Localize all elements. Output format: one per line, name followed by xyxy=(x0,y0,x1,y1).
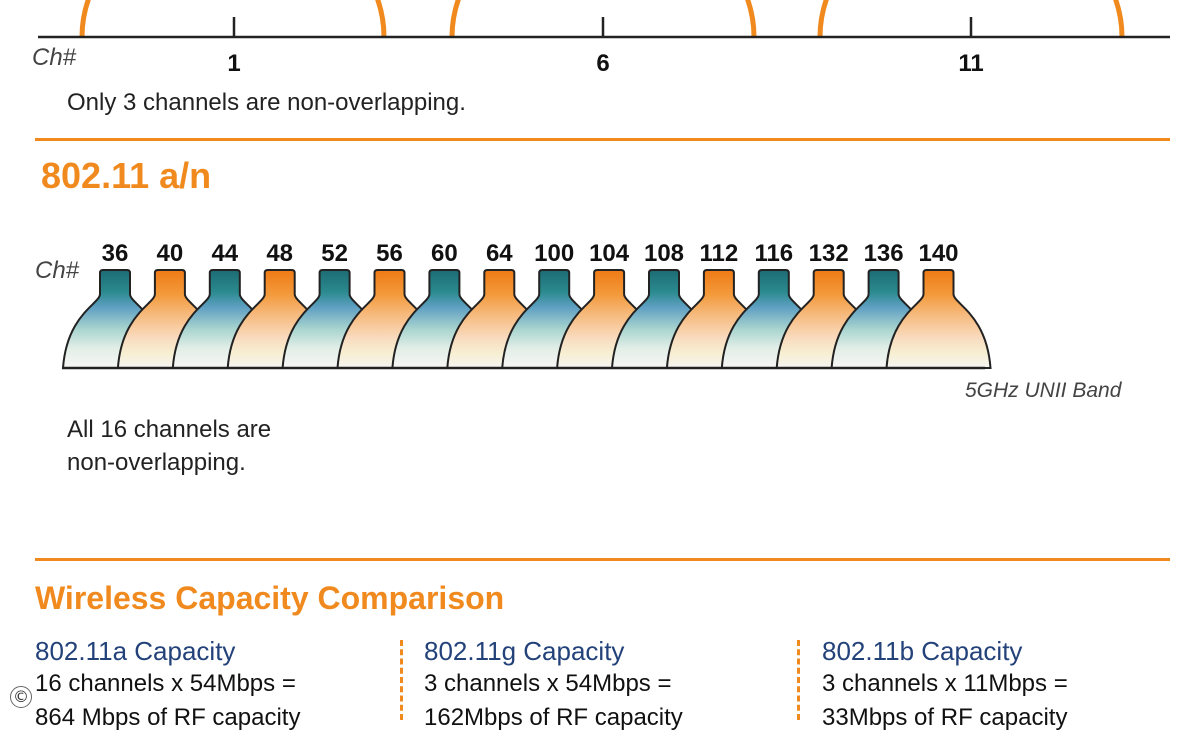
an-channel-40-label: 40 xyxy=(156,240,184,267)
copyright-badge: © xyxy=(10,686,32,708)
an-channel-bells xyxy=(61,269,992,370)
bg-channel-6-label: 6 xyxy=(596,50,610,77)
an-channel-112-label: 112 xyxy=(699,240,739,267)
section-divider-1 xyxy=(35,138,1170,141)
capacity-a-title: 802.11a Capacity xyxy=(35,636,236,666)
capacity-g-line2: 162Mbps of RF capacity xyxy=(424,704,683,731)
an-channel-116-label: 116 xyxy=(754,240,794,267)
capacity-a-line2: 864 Mbps of RF capacity xyxy=(35,704,301,731)
bg-non-overlap-note: Only 3 channels are non-overlapping. xyxy=(67,89,466,116)
an-channel-104-label: 104 xyxy=(589,240,630,267)
an-channel-140-label: 140 xyxy=(918,240,959,267)
an-channel-48-label: 48 xyxy=(266,240,294,267)
an-note-line-2: non-overlapping. xyxy=(67,449,246,476)
section-divider-2 xyxy=(35,558,1170,561)
an-channel-136-label: 136 xyxy=(863,240,904,267)
bg-ch-label: Ch# xyxy=(32,44,77,71)
channel-diagram: Ch# 1 6 11 Only 3 channels are non-overl… xyxy=(10,0,1170,731)
an-channel-44-label: 44 xyxy=(211,240,239,267)
an-channel-132-label: 132 xyxy=(808,240,849,267)
an-channel-100-label: 100 xyxy=(534,240,575,267)
an-channel-56-label: 56 xyxy=(376,240,403,267)
channel-140-bell xyxy=(885,269,992,369)
capacity-col-g: 802.11g Capacity 3 channels x 54Mbps = 1… xyxy=(424,636,683,735)
capacity-col-b: 802.11b Capacity 3 channels x 11Mbps = 3… xyxy=(822,636,1068,735)
an-channel-52-label: 52 xyxy=(321,240,348,267)
an-channel-36-label: 36 xyxy=(101,240,129,267)
capacity-col-a: 802.11a Capacity 16 channels x 54Mbps = … xyxy=(35,636,300,735)
bg-channel-axis xyxy=(38,0,1170,39)
an-channel-60-label: 60 xyxy=(431,240,458,267)
capacity-a-line1: 16 channels x 54Mbps = xyxy=(35,670,296,697)
capacity-g-line1: 3 channels x 54Mbps = xyxy=(424,670,672,697)
capacity-b-line2: 33Mbps of RF capacity xyxy=(822,704,1068,731)
capacity-b-title: 802.11b Capacity xyxy=(822,636,1023,666)
an-channel-64-label: 64 xyxy=(485,240,513,267)
capacity-g-title: 802.11g Capacity xyxy=(424,636,625,666)
band-label: 5GHz UNII Band xyxy=(965,379,1122,402)
capacity-heading: Wireless Capacity Comparison xyxy=(35,580,505,616)
an-ch-label: Ch# xyxy=(35,257,80,284)
an-channel-108-label: 108 xyxy=(643,240,685,267)
capacity-b-line1: 3 channels x 11Mbps = xyxy=(822,670,1068,697)
bg-channel-11-label: 11 xyxy=(958,50,984,77)
column-divider-1 xyxy=(400,640,403,720)
bell-shapes xyxy=(61,269,992,369)
an-heading: 802.11 a/n xyxy=(41,155,212,196)
column-divider-2 xyxy=(797,640,800,720)
an-note-line-1: All 16 channels are xyxy=(67,416,272,443)
bg-channel-1-label: 1 xyxy=(227,50,241,77)
